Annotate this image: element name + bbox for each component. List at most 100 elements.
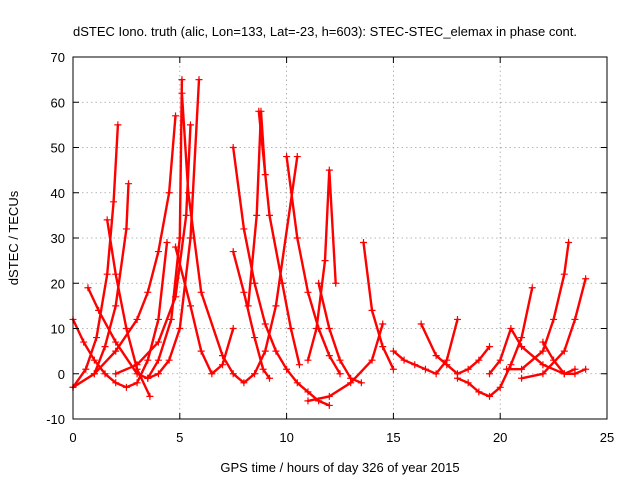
data-point [197,347,205,355]
data-point [368,356,376,364]
data-point [261,347,269,355]
series-1 [69,239,171,391]
data-point [304,288,312,296]
data-point [503,365,511,373]
data-point [379,320,387,328]
x-tick-label: 15 [386,430,400,445]
data-point [167,315,175,323]
data-point [539,361,547,369]
x-tick-label: 10 [279,430,293,445]
data-point [293,153,301,161]
data-point [283,153,291,161]
data-point [182,211,190,219]
data-point [518,334,526,342]
data-point [368,306,376,314]
data-point [229,248,237,256]
data-point [219,361,227,369]
data-point [197,288,205,296]
data-point [582,275,590,283]
series-line [71,241,169,389]
data-point [186,234,194,242]
data-point [165,189,173,197]
data-point [261,320,269,328]
data-point [80,338,88,346]
data-point [240,225,248,233]
data-point [486,343,494,351]
series-16 [304,166,340,364]
data-point [357,379,365,387]
data-point [103,270,111,278]
data-point [411,361,419,369]
data-point [229,370,237,378]
data-point [475,388,483,396]
series-5 [90,180,133,378]
data-point [528,284,536,292]
series-line [174,245,235,375]
series-line [232,146,331,407]
data-point [518,365,526,373]
y-axis-label: dSTEC / TECUs [6,190,21,285]
series-line [114,123,192,375]
series-10 [172,243,237,378]
y-tick-label: 30 [51,231,65,246]
data-point [321,257,329,265]
series-line [71,123,120,389]
data-point [154,356,162,364]
data-point [240,379,248,387]
data-point [251,370,259,378]
series-line [541,340,587,375]
data-point [325,401,333,409]
data-point [550,315,558,323]
data-point [496,356,504,364]
data-point [293,379,301,387]
data-point [95,306,103,314]
data-point [560,347,568,355]
data-point [244,302,252,310]
data-point [560,270,568,278]
series-13 [244,107,269,310]
y-tick-label: 20 [51,276,65,291]
data-point [453,315,461,323]
data-point [443,361,451,369]
data-point [475,356,483,364]
data-point [283,365,291,373]
data-point [278,279,286,287]
data-point [101,343,109,351]
data-point [325,166,333,174]
series-line [93,182,130,375]
data-point [304,356,312,364]
data-point [122,383,130,391]
plot-area [69,76,590,409]
data-point [184,189,192,197]
data-point [417,320,425,328]
data-point [464,379,472,387]
data-point [103,216,111,224]
data-point [165,356,173,364]
data-point [486,370,494,378]
series-7 [112,121,194,378]
data-point [266,374,274,382]
series-18 [359,239,397,373]
data-point [240,288,248,296]
y-tick-label: 0 [58,367,65,382]
data-point [186,121,194,129]
data-point [186,302,194,310]
data-point [266,211,274,219]
data-point [84,284,92,292]
data-point [539,347,547,355]
data-point [295,361,303,369]
data-point [251,279,259,287]
data-point [112,338,120,346]
data-point [114,121,122,129]
data-point [336,356,344,364]
data-point [154,315,162,323]
data-point [389,365,397,373]
series-line [362,241,395,371]
data-point [507,361,515,369]
data-point [464,365,472,373]
data-point [133,379,141,387]
data-point [144,356,152,364]
data-point [90,370,98,378]
data-point [518,374,526,382]
data-point [133,315,141,323]
